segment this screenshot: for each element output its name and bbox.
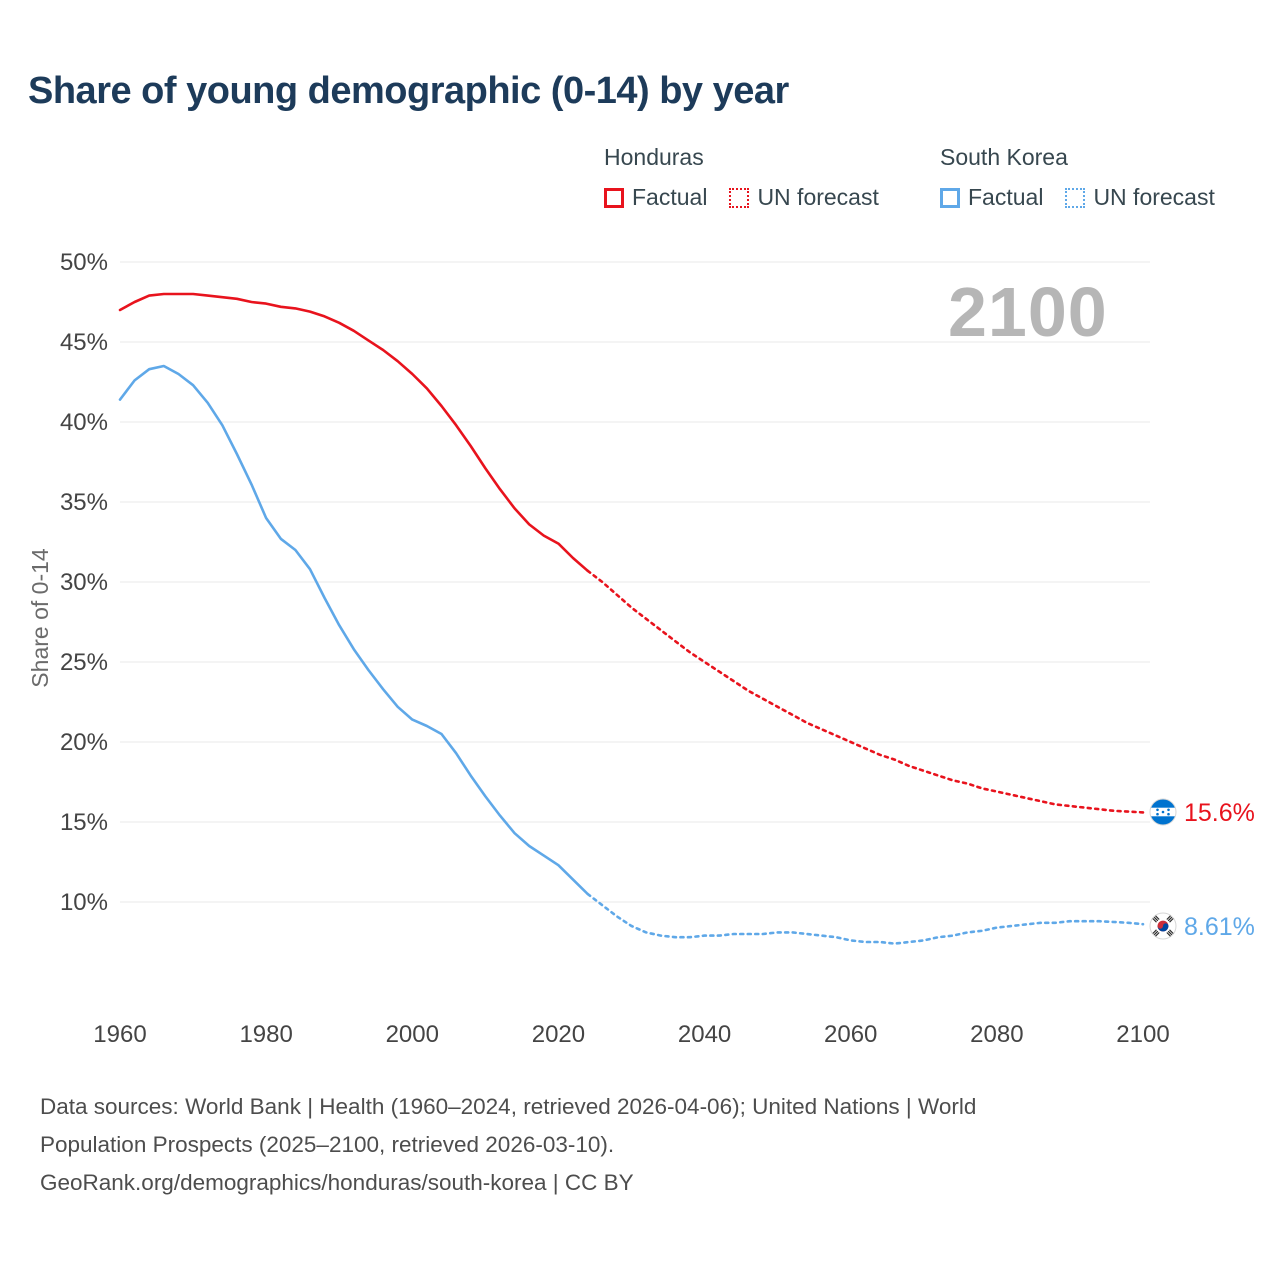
y-axis-tick-label: 40% <box>60 409 108 436</box>
tick-layer: 10% 15% 20% 25% 30% 35% 40% 45% 50% 1960 1980 2000 2… <box>60 249 1170 1048</box>
footer-line-attribution: GeoRank.org/demographics/honduras/south-… <box>40 1170 634 1195</box>
south-korea-flag-icon <box>1149 912 1177 940</box>
honduras-flag-icon <box>1149 798 1177 826</box>
legend-row-honduras: Factual UN forecast <box>604 184 901 211</box>
legend-item-south-korea-factual[interactable]: Factual <box>940 184 1043 211</box>
x-axis-tick-label: 2000 <box>386 1021 439 1048</box>
watermark-year: 2100 <box>948 273 1108 351</box>
south-korea-forecast-swatch-icon <box>1065 187 1086 208</box>
series-line-south-korea-factual <box>118 364 590 896</box>
y-axis-tick-label: 35% <box>60 489 108 516</box>
x-axis-tick-label: 2060 <box>824 1021 877 1048</box>
footer: Data sources: World Bank | Health (1960–… <box>40 1088 976 1202</box>
legend: Honduras Factual UN forecast South Korea… <box>0 144 1280 224</box>
y-axis-tick-label: 15% <box>60 809 108 836</box>
footer-line-data-sources-2: Population Prospects (2025–2100, retriev… <box>40 1132 615 1157</box>
legend-item-label: Factual <box>632 184 708 210</box>
legend-item-south-korea-forecast[interactable]: UN forecast <box>1065 184 1215 211</box>
honduras-forecast-swatch-icon <box>729 187 750 208</box>
honduras-end-annotation: 15.6% <box>1149 798 1255 827</box>
y-axis-tick-label: 50% <box>60 249 108 276</box>
footer-line-data-sources: Data sources: World Bank | Health (1960–… <box>40 1094 977 1119</box>
x-axis-tick-label: 1960 <box>93 1021 146 1048</box>
legend-item-label: UN forecast <box>757 184 879 210</box>
y-axis-tick-label: 20% <box>60 729 108 756</box>
series-line-honduras-factual <box>118 292 590 573</box>
legend-group-honduras: Honduras Factual UN forecast <box>604 144 901 211</box>
south-korea-end-annotation: 8.61% <box>1149 912 1255 941</box>
legend-item-label: Factual <box>968 184 1044 210</box>
grid-layer <box>120 261 1150 903</box>
south-korea-end-value: 8.61% <box>1184 913 1255 941</box>
legend-item-label: UN forecast <box>1093 184 1215 210</box>
y-axis-tick-label: 45% <box>60 329 108 356</box>
honduras-factual-swatch-icon <box>604 187 624 208</box>
x-axis-tick-label: 2020 <box>532 1021 585 1048</box>
legend-item-honduras-forecast[interactable]: UN forecast <box>729 184 879 211</box>
legend-country-south-korea: South Korea <box>940 144 1068 170</box>
y-axis-tick-label: 10% <box>60 889 108 916</box>
x-axis-tick-label: 2100 <box>1116 1021 1169 1048</box>
page-title: Share of young demographic (0-14) by yea… <box>28 70 789 112</box>
x-axis-tick-label: 2040 <box>678 1021 731 1048</box>
legend-country-honduras: Honduras <box>604 144 704 170</box>
honduras-end-value: 15.6% <box>1184 799 1255 827</box>
south-korea-factual-swatch-icon <box>940 187 960 208</box>
series-line-honduras-forecast <box>586 569 1145 814</box>
legend-item-honduras-factual[interactable]: Factual <box>604 184 707 211</box>
series-line-south-korea-forecast <box>586 892 1145 945</box>
y-axis-tick-label: 30% <box>60 569 108 596</box>
legend-row-south-korea: Factual UN forecast <box>940 184 1237 211</box>
x-axis-tick-label: 2080 <box>970 1021 1023 1048</box>
legend-group-south-korea: South Korea Factual UN forecast <box>940 144 1237 211</box>
series-layer <box>118 292 1145 945</box>
y-axis-tick-label: 25% <box>60 649 108 676</box>
y-axis-title: Share of 0-14 <box>27 548 53 688</box>
x-axis-tick-label: 1980 <box>239 1021 292 1048</box>
